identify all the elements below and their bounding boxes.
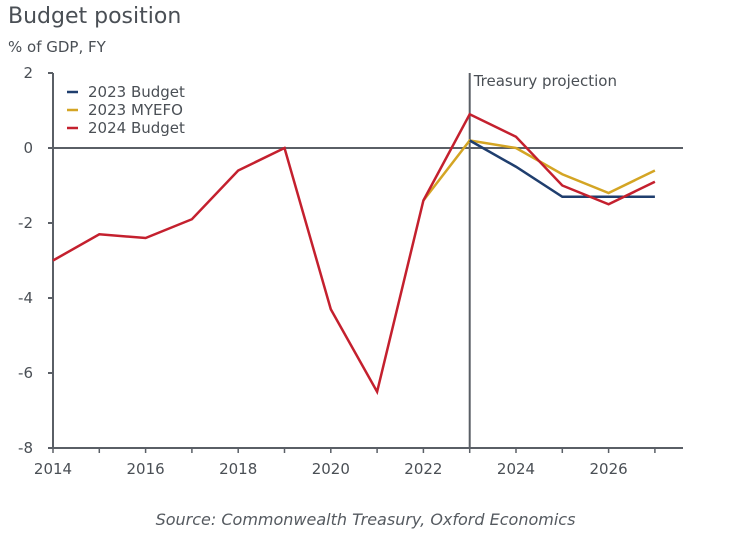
x-tick-label: 2026: [590, 460, 628, 478]
y-tick-label: -4: [18, 289, 33, 307]
legend-label: 2024 Budget: [88, 119, 185, 137]
y-tick-label: 2: [23, 64, 33, 82]
chart-subtitle: % of GDP, FY: [8, 38, 106, 56]
series-line-2023-myefo: [422, 139, 656, 202]
x-tick-label: 2022: [404, 460, 442, 478]
x-tick-label: 2014: [34, 460, 72, 478]
legend-label: 2023 MYEFO: [88, 101, 183, 119]
x-tick-label: 2024: [497, 460, 535, 478]
projection-annotation: Treasury projection: [473, 72, 617, 90]
legend-label: 2023 Budget: [88, 83, 185, 101]
y-tick-label: -2: [18, 214, 33, 232]
y-tick-label: 0: [23, 139, 33, 157]
series-line-2024-budget: [52, 112, 656, 396]
y-tick-label: -6: [18, 364, 33, 382]
x-tick-label: 2016: [127, 460, 165, 478]
chart-title: Budget position: [8, 4, 182, 29]
x-tick-label: 2018: [219, 460, 257, 478]
chart-source: Source: Commonwealth Treasury, Oxford Ec…: [155, 510, 576, 529]
y-tick-label: -8: [18, 439, 33, 457]
x-tick-label: 2020: [312, 460, 350, 478]
